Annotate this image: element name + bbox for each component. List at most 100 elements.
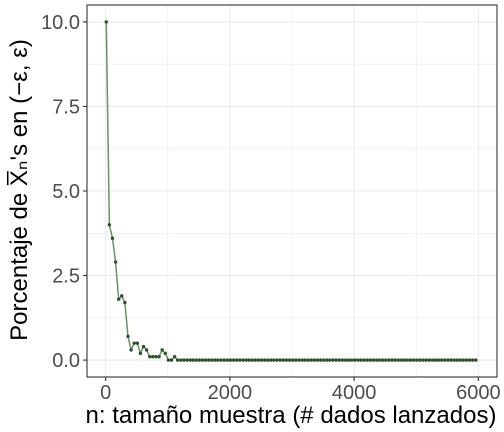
data-point [175, 358, 180, 362]
data-point [396, 358, 400, 362]
data-point [120, 294, 124, 298]
data-point [297, 358, 301, 362]
data-point [433, 358, 438, 362]
data-point [418, 358, 422, 362]
data-point [126, 334, 130, 339]
data-point [194, 358, 199, 362]
x-tick-label: 0 [100, 382, 111, 404]
data-point [446, 358, 450, 362]
data-point [346, 358, 351, 362]
data-point [474, 358, 478, 362]
data-point [284, 358, 289, 362]
x-axis-title: n: tamaño muestra (# dados lanzados) [86, 402, 497, 429]
data-point [163, 351, 167, 356]
data-point [452, 358, 456, 362]
data-point [349, 358, 354, 362]
data-point [228, 358, 233, 362]
x-tick-label: 2000 [208, 382, 253, 404]
data-point [116, 297, 121, 301]
x-tick-label: 4000 [332, 382, 377, 404]
data-point [309, 358, 313, 362]
data-point [191, 358, 195, 362]
data-point [464, 358, 469, 362]
data-point [290, 358, 295, 362]
x-tick-label: 6000 [456, 382, 501, 404]
data-point [408, 358, 413, 362]
data-point [135, 341, 140, 345]
data-point [359, 358, 363, 362]
y-tick-label: 7.5 [52, 96, 80, 118]
data-point [334, 358, 338, 362]
data-point [259, 358, 264, 362]
data-point [328, 358, 332, 362]
data-point [219, 358, 223, 362]
data-point [461, 358, 466, 362]
data-point [430, 358, 435, 362]
data-point [412, 358, 416, 362]
data-point [200, 358, 205, 362]
data-point [207, 358, 211, 362]
data-point [182, 358, 186, 362]
data-point [132, 341, 136, 345]
data-point [312, 358, 317, 362]
tick-labels: 0 2000 4000 6000 0.0 2.5 5.0 7.5 10.0 [41, 12, 501, 404]
data-point [148, 355, 152, 359]
data-point [235, 358, 239, 362]
data-point [405, 358, 410, 362]
ticks [83, 21, 479, 381]
y-axis-title: Porcentaje de X̅ₙ's en (−ε, ε) [6, 39, 33, 341]
data-point [321, 358, 326, 362]
data-point [318, 358, 323, 362]
data-point [185, 358, 189, 362]
data-point [138, 351, 143, 356]
data-point [154, 355, 158, 359]
data-point [427, 358, 431, 362]
data-point [467, 358, 472, 362]
data-point [315, 358, 320, 362]
y-tick-label: 10.0 [41, 12, 80, 34]
data-point [306, 358, 310, 362]
data-point [210, 358, 214, 362]
data-point [300, 358, 304, 362]
data-point [110, 236, 115, 241]
data-point [380, 358, 385, 362]
data-point [172, 355, 177, 359]
data-point [179, 358, 183, 362]
data-point [157, 355, 161, 359]
data-point [266, 358, 270, 362]
data-point [294, 358, 298, 362]
data-point [222, 358, 226, 362]
data-point [362, 358, 366, 362]
data-point [253, 358, 258, 362]
data-point [471, 358, 475, 362]
data-point [262, 358, 267, 362]
data-point [169, 358, 174, 362]
data-point [353, 358, 357, 362]
data-point [104, 20, 108, 24]
data-point [340, 358, 345, 362]
data-point [244, 358, 248, 362]
data-point [238, 358, 242, 362]
data-point [151, 355, 155, 359]
data-point [458, 358, 463, 362]
data-point [384, 358, 388, 362]
data-point [272, 358, 276, 362]
data-point [387, 358, 391, 362]
data-point [144, 348, 149, 352]
data-point [393, 358, 397, 362]
y-tick-label: 5.0 [52, 181, 80, 203]
data-point [231, 358, 236, 362]
data-point [241, 358, 245, 362]
data-point [436, 358, 441, 362]
data-point [455, 358, 459, 362]
data-point [443, 358, 447, 362]
data-point [415, 358, 419, 362]
data-point [269, 358, 273, 362]
data-point [421, 358, 425, 362]
data-point [247, 358, 251, 362]
data-point [129, 348, 133, 352]
data-point [356, 358, 360, 362]
y-tick-label: 2.5 [52, 266, 80, 288]
data-point [374, 358, 379, 362]
